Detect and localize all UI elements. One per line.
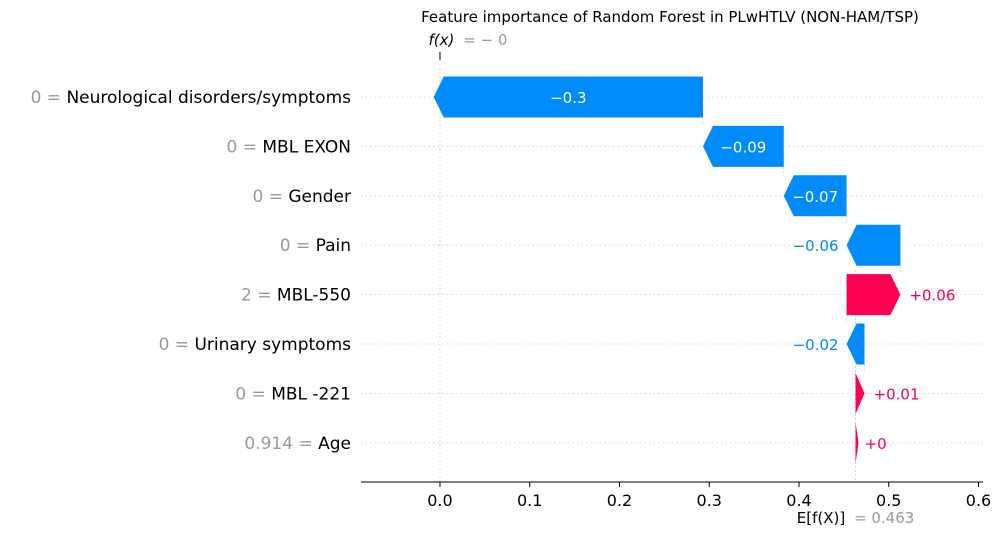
feature-label: 0 = MBL EXON bbox=[227, 137, 351, 157]
x-tick-label: 0.6 bbox=[966, 491, 991, 510]
svg-text:f(x) = − 0: f(x) = − 0 bbox=[429, 31, 508, 49]
feature-value: 0.914 = bbox=[244, 434, 318, 454]
feature-value: 2 = bbox=[241, 286, 277, 306]
feature-name: MBL -221 bbox=[271, 384, 351, 404]
fx-annotation: f(x) = − 0 bbox=[429, 31, 508, 49]
x-tick-label: 0.0 bbox=[427, 491, 452, 510]
positive-bar bbox=[846, 274, 901, 316]
bar-value-label: +0 bbox=[865, 435, 887, 453]
bar-value-label: −0.06 bbox=[793, 237, 839, 255]
bar-value-label: −0.3 bbox=[550, 89, 586, 107]
x-tick-label: 0.3 bbox=[697, 491, 722, 510]
efx-symbol: E[f(X)] bbox=[797, 509, 845, 527]
feature-name: Pain bbox=[316, 236, 351, 256]
bar-value-label: +0.01 bbox=[874, 385, 920, 403]
feature-label: 0 = MBL -221 bbox=[235, 384, 351, 404]
x-tick-label: 0.4 bbox=[786, 491, 811, 510]
feature-name: MBL EXON bbox=[262, 137, 351, 157]
negative-bar bbox=[702, 125, 784, 167]
efx-annotation: E[f(X)] = 0.463 bbox=[797, 509, 915, 527]
fx-symbol: f(x) bbox=[429, 31, 455, 49]
feature-name: Gender bbox=[288, 187, 351, 207]
feature-label: 0 = Gender bbox=[252, 187, 351, 207]
bar-value-label: −0.07 bbox=[792, 188, 838, 206]
feature-name: MBL-550 bbox=[277, 286, 351, 306]
efx-value: = 0.463 bbox=[854, 509, 914, 527]
negative-bar bbox=[783, 175, 847, 217]
feature-value: 0 = bbox=[159, 335, 195, 355]
feature-label: 0 = Pain bbox=[280, 236, 351, 256]
chart-title: Feature importance of Random Forest in P… bbox=[421, 8, 919, 26]
feature-name: Neurological disorders/symptoms bbox=[66, 88, 351, 108]
negative-bar bbox=[846, 323, 865, 365]
feature-value: 0 = bbox=[280, 236, 316, 256]
positive-bar bbox=[855, 372, 865, 414]
feature-label: 0 = Neurological disorders/symptoms bbox=[31, 88, 352, 108]
positive-bar bbox=[855, 422, 859, 464]
feature-value: 0 = bbox=[235, 384, 271, 404]
bar-value-label: −0.02 bbox=[793, 336, 839, 354]
x-tick-label: 0.5 bbox=[876, 491, 901, 510]
bar-value-label: +0.06 bbox=[909, 287, 955, 305]
x-tick-label: 0.1 bbox=[517, 491, 542, 510]
x-tick-label: 0.2 bbox=[607, 491, 632, 510]
x-axis: 0.0 0.1 0.2 0.3 0.4 0.5 0.6 bbox=[361, 481, 991, 510]
feature-name: Urinary symptoms bbox=[194, 335, 351, 355]
feature-label: 0.914 = Age bbox=[244, 434, 351, 454]
bars-layer: −0.3 −0.09 −0.07 −0.06 +0.06 −0.02 +0.01 +0 bbox=[433, 76, 955, 464]
feature-value: 0 = bbox=[31, 88, 67, 108]
fx-value: = − 0 bbox=[463, 31, 507, 49]
feature-value: 0 = bbox=[252, 187, 288, 207]
feature-label: 0 = Urinary symptoms bbox=[159, 335, 352, 355]
negative-bar bbox=[433, 76, 703, 118]
feature-value: 0 = bbox=[227, 137, 263, 157]
bar-value-label: −0.09 bbox=[720, 138, 766, 156]
feature-label: 2 = MBL-550 bbox=[241, 286, 351, 306]
feature-name: Age bbox=[318, 434, 351, 454]
negative-bar bbox=[846, 224, 901, 266]
svg-text:E[f(X)] = 0.463: E[f(X)] = 0.463 bbox=[797, 509, 915, 527]
